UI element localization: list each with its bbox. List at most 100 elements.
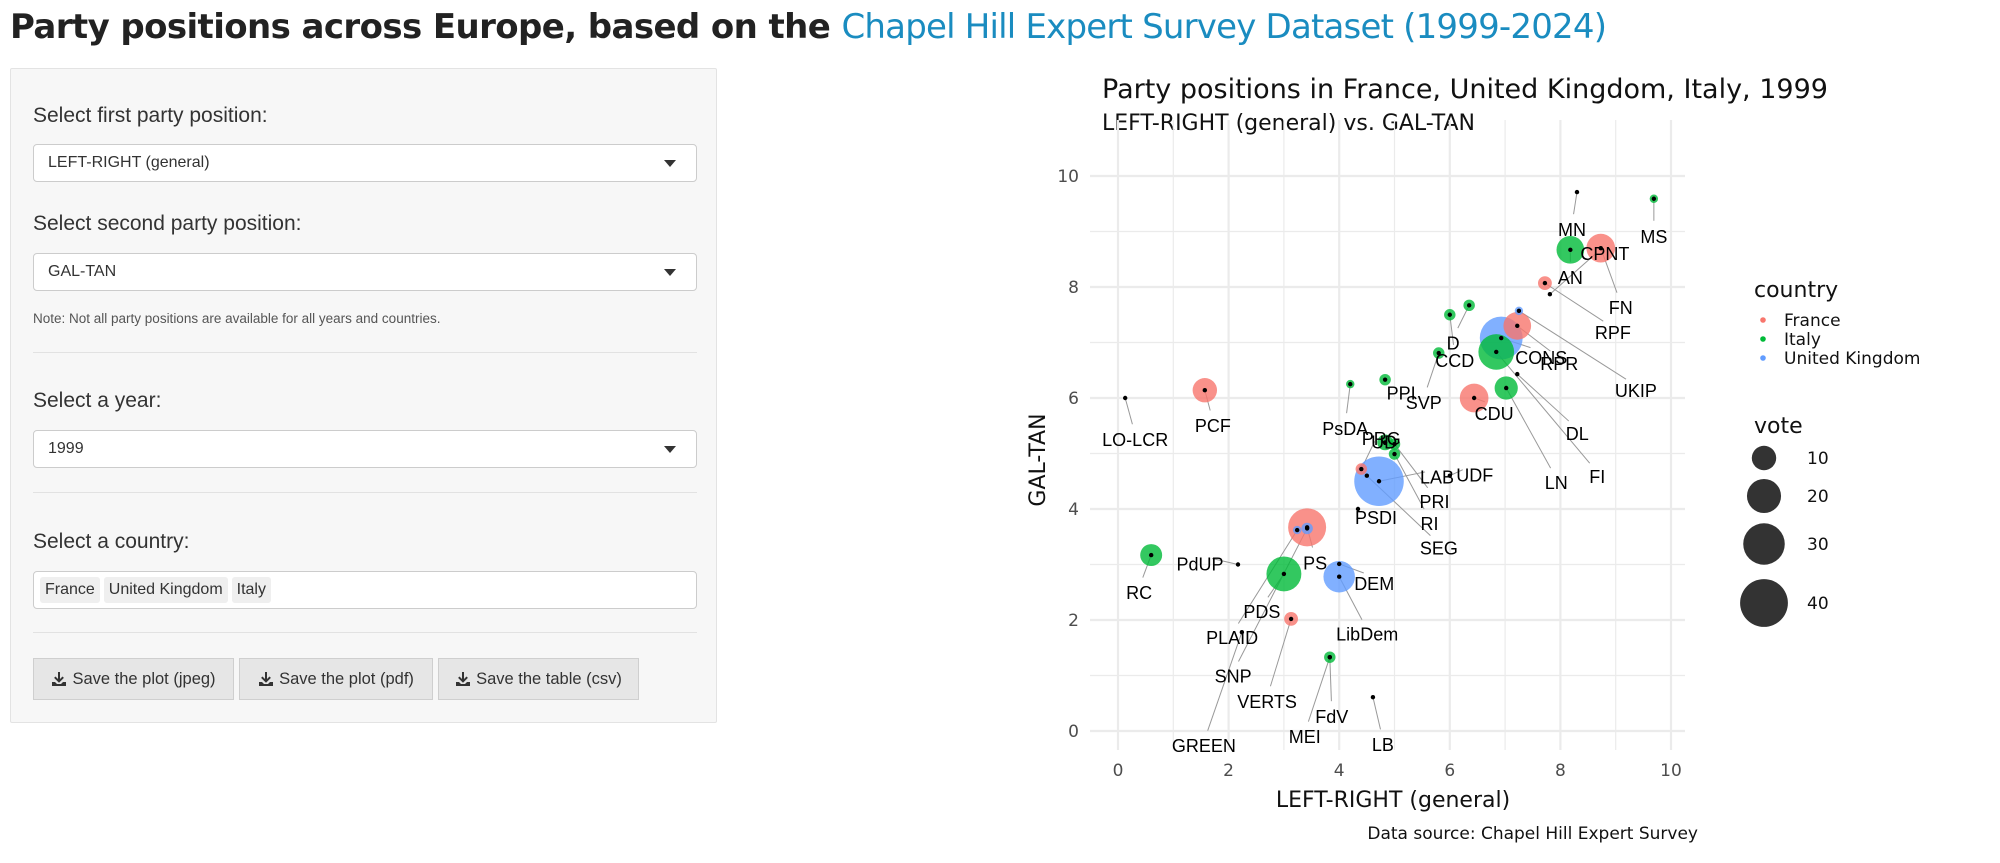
label-connector bbox=[1544, 282, 1604, 322]
country-label: Select a country: bbox=[33, 530, 190, 553]
point-center bbox=[1355, 506, 1361, 512]
save-table-csv-button[interactable]: Save the table (csv) bbox=[438, 658, 639, 700]
download-icon bbox=[259, 672, 274, 686]
point-center bbox=[1494, 349, 1499, 355]
point-center bbox=[1239, 630, 1245, 635]
label-connector bbox=[1426, 352, 1440, 388]
point-center bbox=[1348, 381, 1353, 387]
point-label: GREEN bbox=[1172, 736, 1236, 756]
x-tick-label: 4 bbox=[1334, 761, 1345, 781]
point-label: DL bbox=[1566, 424, 1589, 444]
size-legend-key bbox=[1743, 523, 1785, 565]
save-plot-jpeg-label: Save the plot (jpeg) bbox=[72, 669, 216, 688]
label-connector bbox=[1207, 632, 1243, 731]
first-position-value: LEFT-RIGHT (general) bbox=[48, 154, 210, 171]
point-center bbox=[1471, 395, 1477, 401]
point-center bbox=[1598, 245, 1603, 251]
size-legend-key bbox=[1746, 478, 1782, 514]
y-tick-label: 6 bbox=[1068, 389, 1079, 409]
point-center bbox=[1466, 303, 1472, 308]
point-center bbox=[1447, 312, 1452, 317]
point-label: MEI bbox=[1289, 727, 1321, 747]
y-tick-label: 4 bbox=[1068, 500, 1079, 520]
y-axis-ticks: 0 2 4 6 8 10 bbox=[1057, 167, 1079, 742]
label-connector bbox=[1505, 387, 1552, 469]
point-label: PDS bbox=[1243, 602, 1280, 622]
point-label: CDU bbox=[1475, 404, 1514, 424]
point-center bbox=[1504, 385, 1509, 391]
first-position-select[interactable]: LEFT-RIGHT (general) bbox=[33, 144, 697, 182]
point-label: LibDem bbox=[1336, 625, 1398, 645]
legend-key-italy bbox=[1760, 336, 1766, 342]
point-label: LO-LCR bbox=[1102, 430, 1168, 450]
grid-lines bbox=[1090, 120, 1685, 750]
x-tick-label: 10 bbox=[1660, 761, 1682, 781]
country-multiselect[interactable]: France United Kingdom Italy bbox=[33, 571, 697, 609]
point-label: MS bbox=[1640, 227, 1667, 247]
save-table-csv-label: Save the table (csv) bbox=[476, 669, 622, 688]
x-tick-label: 0 bbox=[1113, 761, 1124, 781]
country-tag[interactable]: France bbox=[40, 577, 100, 603]
point-center bbox=[1294, 527, 1300, 533]
save-plot-pdf-button[interactable]: Save the plot (pdf) bbox=[239, 658, 433, 700]
point-center bbox=[1651, 196, 1657, 201]
point-center bbox=[1337, 574, 1342, 579]
point-center bbox=[1364, 473, 1370, 478]
label-connector bbox=[1238, 528, 1308, 662]
chevron-down-icon bbox=[664, 446, 676, 453]
point-center bbox=[1202, 388, 1208, 393]
point-label: RI bbox=[1421, 514, 1439, 534]
size-legend-title: vote bbox=[1754, 414, 1803, 439]
ches-dataset-link[interactable]: Chapel Hill Expert Survey Dataset (1999-… bbox=[841, 7, 1607, 47]
point-center bbox=[1516, 308, 1522, 314]
point-center bbox=[1382, 440, 1388, 445]
point-label: UKIP bbox=[1615, 381, 1657, 401]
point-center bbox=[1515, 371, 1520, 377]
year-select[interactable]: 1999 bbox=[33, 430, 697, 468]
y-axis-label: GAL-TAN bbox=[1026, 413, 1051, 506]
point-label: PdUP bbox=[1176, 555, 1223, 575]
point-center bbox=[1304, 526, 1310, 531]
y-tick-label: 8 bbox=[1068, 278, 1079, 298]
point-label: LAB bbox=[1420, 467, 1454, 487]
country-tag[interactable]: United Kingdom bbox=[103, 577, 228, 603]
point-center bbox=[1515, 323, 1520, 329]
point-label: CONS bbox=[1515, 348, 1567, 368]
point-label: RC bbox=[1126, 583, 1152, 603]
legend-key-united-kingdom bbox=[1760, 355, 1766, 361]
chevron-down-icon bbox=[664, 160, 676, 167]
x-tick-label: 6 bbox=[1444, 761, 1455, 781]
points-layer bbox=[1122, 189, 1659, 700]
point-center bbox=[1382, 377, 1388, 382]
point-center bbox=[1542, 280, 1548, 286]
divider bbox=[33, 352, 697, 353]
point-center bbox=[1499, 335, 1504, 341]
point-center bbox=[1281, 571, 1287, 577]
point-center bbox=[1288, 616, 1294, 622]
year-label: Select a year: bbox=[33, 389, 162, 412]
legend-label: United Kingdom bbox=[1784, 349, 1920, 369]
page-title-text: Party positions across Europe, based on … bbox=[10, 7, 831, 47]
divider bbox=[33, 632, 697, 633]
label-connector bbox=[1124, 397, 1133, 425]
second-position-label: Select second party position: bbox=[33, 212, 302, 235]
second-position-select[interactable]: GAL-TAN bbox=[33, 253, 697, 291]
label-connector bbox=[1549, 253, 1596, 295]
size-legend-label: 20 bbox=[1807, 487, 1829, 507]
color-legend-title: country bbox=[1754, 278, 1838, 303]
label-connector bbox=[1449, 469, 1464, 477]
label-connector bbox=[1516, 373, 1570, 422]
divider bbox=[33, 492, 697, 493]
point-center bbox=[1568, 247, 1573, 253]
scatter-chart: Party positions in France, United Kingdo… bbox=[1026, 74, 1920, 844]
point-label: UD bbox=[1371, 432, 1397, 452]
chevron-down-icon bbox=[664, 269, 676, 276]
y-tick-label: 0 bbox=[1068, 722, 1079, 742]
point-label: PSDI bbox=[1355, 508, 1397, 528]
point-center bbox=[1337, 561, 1342, 567]
save-plot-jpeg-button[interactable]: Save the plot (jpeg) bbox=[33, 658, 234, 700]
point-center bbox=[1359, 466, 1364, 472]
point-labels: LO-LCR PCF PS VERTS PRG MEI UDF CDU RPR DL RPF CPNT… bbox=[1102, 220, 1667, 756]
country-tag[interactable]: Italy bbox=[231, 577, 271, 603]
legend-label: Italy bbox=[1784, 330, 1821, 350]
